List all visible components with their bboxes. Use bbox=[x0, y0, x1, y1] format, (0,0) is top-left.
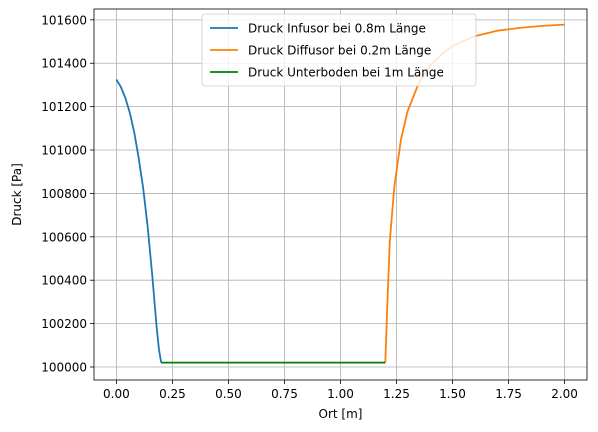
x-tick-label: 2.00 bbox=[551, 387, 578, 401]
y-tick-label: 100800 bbox=[41, 187, 87, 201]
y-tick-label: 101000 bbox=[41, 144, 87, 158]
y-tick-label: 101400 bbox=[41, 57, 87, 71]
x-tick-label: 0.25 bbox=[159, 387, 186, 401]
y-axis-label: Druck [Pa] bbox=[10, 163, 24, 226]
y-tick-label: 100200 bbox=[41, 317, 87, 331]
y-axis-ticks: 100000 100200 100400 100600 100800 101000 1012… bbox=[41, 13, 94, 374]
y-tick-label: 100600 bbox=[41, 230, 87, 244]
y-tick-label: 100000 bbox=[41, 360, 87, 374]
legend-label: Druck Diffusor bei 0.2m Länge bbox=[248, 44, 431, 58]
legend-label: Druck Infusor bei 0.8m Länge bbox=[248, 22, 426, 36]
x-tick-label: 1.00 bbox=[327, 387, 354, 401]
x-axis-label: Ort [m] bbox=[319, 407, 363, 421]
y-tick-label: 101200 bbox=[41, 100, 87, 114]
x-tick-label: 1.50 bbox=[439, 387, 466, 401]
x-tick-label: 0.50 bbox=[215, 387, 242, 401]
x-tick-label: 0.00 bbox=[103, 387, 130, 401]
y-tick-label: 100400 bbox=[41, 274, 87, 288]
legend-label: Druck Unterboden bei 1m Länge bbox=[248, 66, 444, 80]
y-tick-label: 101600 bbox=[41, 13, 87, 27]
x-tick-label: 0.75 bbox=[271, 387, 298, 401]
x-tick-label: 1.25 bbox=[383, 387, 410, 401]
x-tick-label: 1.75 bbox=[495, 387, 522, 401]
legend: Druck Infusor bei 0.8m Länge Druck Diffus… bbox=[202, 14, 476, 86]
